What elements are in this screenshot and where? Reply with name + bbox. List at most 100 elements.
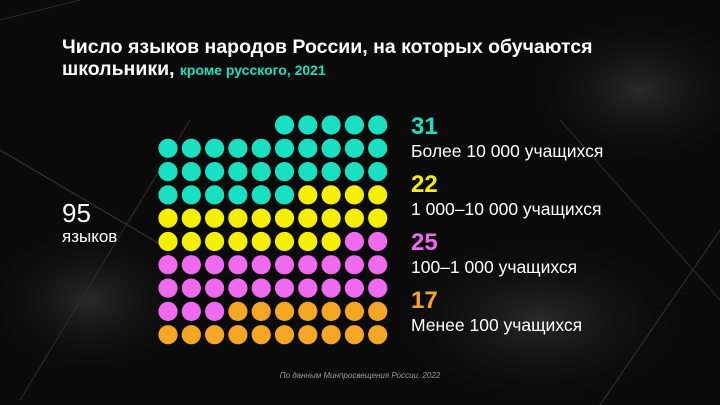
waffle-dot-cat-1 xyxy=(251,231,271,252)
waffle-dot-cat-0 xyxy=(251,162,271,182)
waffle-dot-cat-0 xyxy=(368,115,388,135)
title-subtitle: кроме русского, 2021 xyxy=(179,62,326,78)
waffle-dot-cat-2 xyxy=(181,278,201,298)
waffle-dot-cat-2 xyxy=(344,231,364,252)
waffle-dot-cat-0 xyxy=(298,138,318,158)
waffle-dot-cat-0 xyxy=(368,138,388,158)
waffle-dot-cat-0 xyxy=(228,162,248,182)
waffle-dot-cat-0 xyxy=(368,162,388,182)
legend-label: 1 000–10 000 учащихся xyxy=(411,199,602,219)
source-note: По данным Минпросвещения России, 2022 xyxy=(279,371,441,380)
waffle-dot-cat-2 xyxy=(228,255,248,275)
waffle-dot-cat-3 xyxy=(228,325,248,345)
legend-item-100-1000: 25 100–1 000 учащихся xyxy=(411,229,711,287)
waffle-dot-cat-1 xyxy=(298,231,318,252)
waffle-dot-cat-2 xyxy=(251,278,271,298)
waffle-dot-cat-0 xyxy=(274,138,295,158)
legend-value: 25 xyxy=(411,229,438,256)
legend-value: 17 xyxy=(411,287,438,314)
waffle-dot-cat-2 xyxy=(368,231,388,252)
waffle-dot-cat-1 xyxy=(298,185,318,205)
total-value: 95 xyxy=(62,198,91,228)
waffle-dot-cat-3 xyxy=(321,325,341,345)
waffle-dot-cat-2 xyxy=(181,301,201,321)
waffle-dot-cat-0 xyxy=(274,115,295,135)
waffle-dot-cat-1 xyxy=(205,231,225,252)
waffle-dot-cat-1 xyxy=(205,208,225,228)
legend: 31 Более 10 000 учащихся 22 1 000–10 000… xyxy=(411,113,711,345)
waffle-dot-cat-1 xyxy=(368,185,388,205)
waffle-dot-cat-0 xyxy=(251,138,271,158)
waffle-dot-cat-0 xyxy=(251,185,271,205)
waffle-dot-cat-0 xyxy=(158,162,178,182)
waffle-dot-cat-0 xyxy=(158,185,178,205)
waffle-dot-cat-0 xyxy=(274,185,295,205)
waffle-dot-cat-1 xyxy=(321,185,341,205)
waffle-dot-cat-2 xyxy=(158,301,178,321)
waffle-dot-cat-2 xyxy=(205,301,225,321)
waffle-dot-cat-2 xyxy=(158,278,178,298)
waffle-dot-cat-1 xyxy=(181,208,201,228)
waffle-dot-cat-0 xyxy=(205,138,225,158)
waffle-dot-cat-2 xyxy=(205,255,225,275)
waffle-dot-cat-3 xyxy=(251,325,271,345)
total-unit: языков xyxy=(62,227,118,246)
waffle-dot-cat-2 xyxy=(251,255,271,275)
waffle-dot-cat-1 xyxy=(228,208,248,228)
waffle-dot-cat-1 xyxy=(158,231,178,252)
waffle-dot-cat-3 xyxy=(251,301,271,321)
waffle-dot-cat-3 xyxy=(368,325,388,345)
waffle-dot-cat-0 xyxy=(228,138,248,158)
legend-item-over-10000: 31 Более 10 000 учащихся xyxy=(411,113,711,171)
waffle-dot-cat-0 xyxy=(321,138,341,158)
title-main: Число языков народов России, на которых … xyxy=(62,36,593,80)
waffle-dot-cat-0 xyxy=(205,185,225,205)
legend-label: Более 10 000 учащихся xyxy=(411,141,604,161)
waffle-dot-cat-0 xyxy=(228,185,248,205)
waffle-dot-cat-2 xyxy=(321,278,341,298)
waffle-dot-cat-1 xyxy=(228,231,248,252)
waffle-dot-cat-2 xyxy=(298,278,318,298)
waffle-dot-cat-1 xyxy=(158,208,178,228)
waffle-dot-cat-1 xyxy=(344,185,364,205)
waffle-dot-cat-3 xyxy=(298,325,318,345)
waffle-dot-cat-1 xyxy=(274,231,295,252)
waffle-dot-cat-3 xyxy=(158,325,178,345)
legend-item-under-100: 17 Менее 100 учащихся xyxy=(411,287,711,345)
waffle-dot-cat-2 xyxy=(368,255,388,275)
waffle-dot-cat-0 xyxy=(298,115,318,135)
legend-label: 100–1 000 учащихся xyxy=(411,257,578,277)
waffle-dot-cat-2 xyxy=(181,255,201,275)
waffle-dot-cat-2 xyxy=(205,278,225,298)
waffle-dot-cat-0 xyxy=(298,162,318,182)
waffle-dot-cat-0 xyxy=(158,138,178,158)
waffle-dot-cat-0 xyxy=(344,162,364,182)
waffle-dot-cat-3 xyxy=(298,301,318,321)
legend-item-1000-10000: 22 1 000–10 000 учащихся xyxy=(411,171,711,229)
waffle-dot-cat-0 xyxy=(181,185,201,205)
waffle-dot-cat-0 xyxy=(181,162,201,182)
waffle-dot-cat-0 xyxy=(321,162,341,182)
waffle-dot-cat-2 xyxy=(368,278,388,298)
waffle-dot-cat-3 xyxy=(368,301,388,321)
waffle-dot-cat-1 xyxy=(181,231,201,252)
waffle-dot-cat-2 xyxy=(298,255,318,275)
legend-label: Менее 100 учащихся xyxy=(411,315,583,335)
waffle-dot-cat-0 xyxy=(344,115,364,135)
waffle-dot-cat-3 xyxy=(321,301,341,321)
waffle-dot-cat-3 xyxy=(181,325,201,345)
waffle-dot-cat-2 xyxy=(344,255,364,275)
legend-value: 31 xyxy=(411,113,438,140)
waffle-dot-cat-0 xyxy=(274,162,295,182)
waffle-dot-cat-3 xyxy=(344,301,364,321)
waffle-dot-cat-3 xyxy=(205,325,225,345)
legend-value: 22 xyxy=(411,171,438,198)
waffle-dot-cat-1 xyxy=(298,208,318,228)
waffle-dot-cat-2 xyxy=(274,255,295,275)
waffle-dot-cat-0 xyxy=(344,138,364,158)
waffle-dot-cat-2 xyxy=(321,255,341,275)
waffle-dot-cat-2 xyxy=(228,278,248,298)
waffle-dot-cat-3 xyxy=(274,301,295,321)
